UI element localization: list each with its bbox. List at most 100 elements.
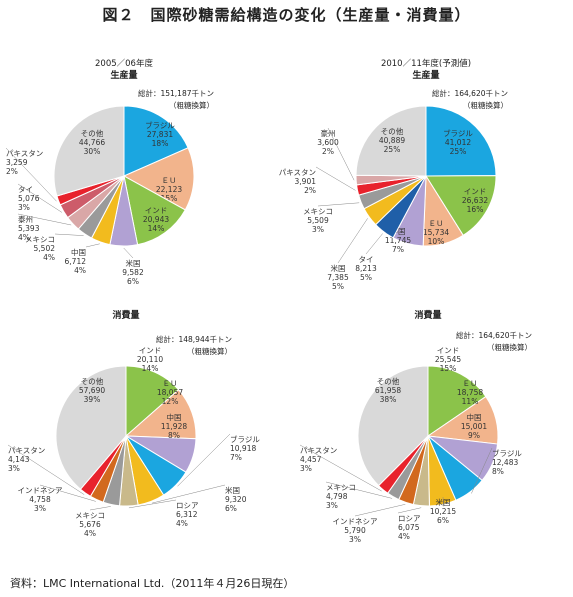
leader-line <box>397 507 422 514</box>
chart-total-note: （粗糖換算） <box>487 342 532 352</box>
slice-value-label: 40,889 <box>379 136 405 145</box>
chart-subtitle: 生産量 <box>110 69 137 81</box>
slice-value-label: 4,457 <box>300 455 322 464</box>
slice-value-label: 44,766 <box>79 138 105 147</box>
slice-percent-label: 6% <box>127 277 139 286</box>
slice-name-label: インドネシア <box>18 486 63 495</box>
pie-slice <box>53 105 125 197</box>
slice-name-label: その他 <box>381 126 404 136</box>
pie-slice <box>123 175 186 246</box>
slice-name-label: その他 <box>81 376 104 386</box>
slice-percent-label: 3% <box>300 464 312 473</box>
slice-percent-label: 2% <box>322 147 334 156</box>
leader-line <box>17 213 72 226</box>
pie-slice <box>355 105 427 177</box>
slice-name-label: 中国 <box>467 412 482 422</box>
slice-value-label: 61,958 <box>375 386 401 395</box>
slice-name-label: ロシア <box>398 514 421 523</box>
chart-total-note: （粗糖換算） <box>187 346 232 356</box>
slice-percent-label: 14% <box>142 364 159 373</box>
slice-value-label: 7,385 <box>327 273 349 282</box>
slice-percent-label: 3% <box>349 535 361 544</box>
leader-line <box>123 247 134 259</box>
leader-line <box>152 484 226 504</box>
slice-name-label: メキシコ <box>75 511 105 520</box>
leader-line <box>337 218 368 264</box>
slice-name-label: インド <box>145 206 168 215</box>
slice-percent-label: 4% <box>43 253 55 262</box>
slice-value-label: 4,798 <box>326 492 348 501</box>
chart-subtitle: 消費量 <box>112 309 139 321</box>
slice-value-label: 5,076 <box>18 194 40 203</box>
slice-percent-label: 3% <box>326 501 338 510</box>
slice-percent-label: 5% <box>332 282 344 291</box>
slice-percent-label: 3% <box>34 504 46 513</box>
slice-percent-label: 15% <box>440 364 457 373</box>
slice-percent-label: 30% <box>84 147 101 156</box>
slice-name-label: ＥＵ <box>162 176 177 185</box>
slice-name-label: ブラジル <box>443 128 473 138</box>
slice-percent-label: 6% <box>437 516 449 525</box>
slice-percent-label: 12% <box>162 397 179 406</box>
slice-value-label: 6,312 <box>176 510 198 519</box>
slice-value-label: 3,600 <box>317 138 339 147</box>
leader-line <box>128 499 177 509</box>
pie-slice <box>122 147 195 211</box>
slice-percent-label: 18% <box>152 139 169 148</box>
pie-slice <box>425 105 497 177</box>
slice-name-label: 米国 <box>225 485 240 495</box>
pie-slice <box>123 105 189 177</box>
figure-title: 図２ 国際砂糖需給構造の変化（生産量・消費量） <box>102 6 471 24</box>
slice-value-label: 10,918 <box>230 444 256 453</box>
chart-subtitle: 生産量 <box>412 69 439 81</box>
slice-percent-label: 11% <box>462 397 479 406</box>
slice-percent-label: 4% <box>398 532 410 541</box>
slice-value-label: 9,320 <box>225 495 247 504</box>
leader-line <box>327 127 355 181</box>
slice-percent-label: 4% <box>74 266 86 275</box>
source-note: 資料：LMC International Ltd.（2011年４月26日現在） <box>10 577 295 590</box>
slice-value-label: 20,943 <box>143 215 169 224</box>
slice-value-label: 12,483 <box>492 458 518 467</box>
slice-value-label: 3,259 <box>6 158 28 167</box>
slice-percent-label: 8% <box>168 431 180 440</box>
slice-percent-label: 39% <box>84 395 101 404</box>
pie-slice <box>55 365 127 490</box>
slice-value-label: 41,012 <box>445 138 471 147</box>
leader-line <box>89 506 111 511</box>
slice-value-label: 9,582 <box>122 268 144 277</box>
leader-line <box>54 233 84 236</box>
slice-percent-label: 25% <box>384 145 401 154</box>
slice-value-label: 10,215 <box>430 507 456 516</box>
slice-percent-label: 5% <box>360 273 372 282</box>
slice-value-label: 5,509 <box>307 216 329 225</box>
slice-value-label: 26,632 <box>462 196 488 205</box>
pie-slice <box>427 365 487 437</box>
chart-total-note: （粗糖換算） <box>169 100 214 110</box>
slice-value-label: 22,123 <box>156 185 182 194</box>
slice-value-label: 5,790 <box>344 526 366 535</box>
slice-value-label: 57,690 <box>79 386 105 395</box>
slice-name-label: インド <box>437 346 460 355</box>
leader-line <box>315 166 356 191</box>
chart-subtitle: 消費量 <box>414 309 441 321</box>
leader-line <box>17 183 63 213</box>
slice-value-label: 20,110 <box>137 355 163 364</box>
slice-percent-label: 3% <box>8 464 20 473</box>
slice-name-label: パキスタン <box>8 446 45 455</box>
slice-value-label: 5,393 <box>18 224 40 233</box>
slice-name-label: 中国 <box>391 226 406 236</box>
slice-percent-label: 2% <box>304 186 316 195</box>
slice-value-label: 4,758 <box>29 495 51 504</box>
slice-name-label: パキスタン <box>279 168 316 177</box>
slice-name-label: メキシコ <box>326 483 356 492</box>
chart-total-label: 総計：164,620千トン <box>432 88 508 98</box>
slice-percent-label: 38% <box>380 395 397 404</box>
slice-percent-label: 3% <box>312 225 324 234</box>
pie-slice <box>425 175 497 237</box>
slice-name-label: ＥＵ <box>429 219 444 228</box>
pie-slice <box>125 365 180 438</box>
slice-name-label: ロシア <box>176 501 199 510</box>
slice-percent-label: 4% <box>176 519 188 528</box>
